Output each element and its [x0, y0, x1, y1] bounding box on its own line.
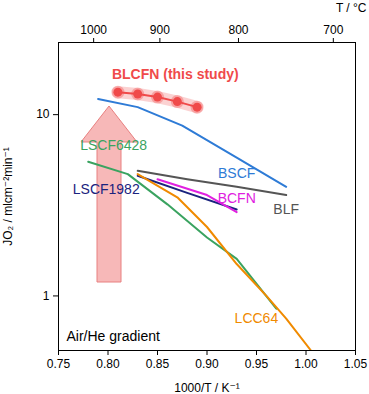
svg-text:900: 900 [150, 23, 170, 37]
svg-text:1.00: 1.00 [294, 357, 318, 371]
svg-text:0.80: 0.80 [96, 357, 120, 371]
svg-text:T / °C: T / °C [336, 1, 367, 15]
svg-text:0.95: 0.95 [245, 357, 269, 371]
svg-text:LCC64: LCC64 [235, 310, 279, 326]
svg-text:1000: 1000 [80, 23, 107, 37]
svg-text:800: 800 [228, 23, 248, 37]
svg-text:1000/T / K⁻¹: 1000/T / K⁻¹ [174, 381, 239, 394]
svg-text:BLF: BLF [273, 201, 299, 217]
svg-text:0.90: 0.90 [195, 357, 219, 371]
svg-text:LSCF1982: LSCF1982 [73, 181, 140, 197]
svg-text:Air/He gradient: Air/He gradient [67, 328, 160, 344]
svg-text:LSCF6428: LSCF6428 [80, 137, 147, 153]
svg-text:1: 1 [43, 289, 50, 303]
svg-text:BCFN: BCFN [218, 190, 256, 206]
svg-text:BSCF: BSCF [218, 165, 255, 181]
svg-text:1.05: 1.05 [344, 357, 368, 371]
svg-text:0.75: 0.75 [47, 357, 71, 371]
svg-text:JO₂ / mlcm⁻²min⁻¹: JO₂ / mlcm⁻²min⁻¹ [1, 147, 15, 246]
svg-text:BLCFN (this study): BLCFN (this study) [112, 66, 239, 82]
svg-text:10: 10 [36, 107, 50, 121]
svg-text:700: 700 [323, 23, 343, 37]
svg-text:0.85: 0.85 [146, 357, 170, 371]
